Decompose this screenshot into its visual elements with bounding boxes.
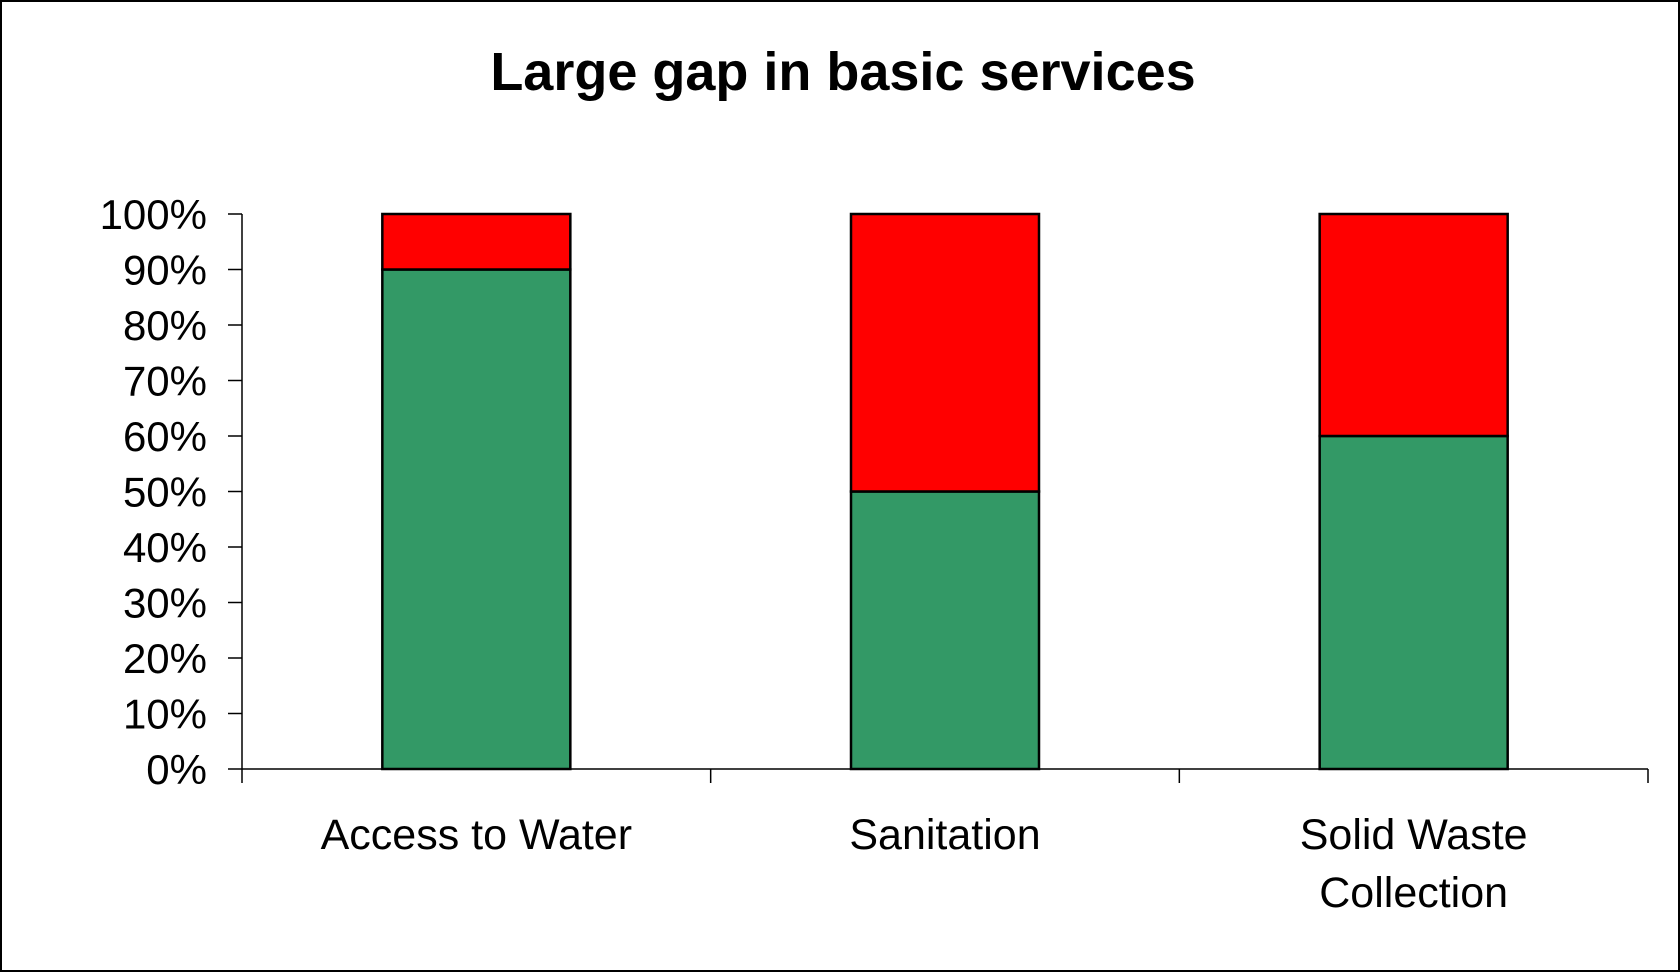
- y-tick-label: 20%: [123, 635, 207, 682]
- y-tick-labels: 0% 10% 20% 30% 40% 50% 60% 70% 80% 90% 100%: [100, 191, 207, 793]
- x-category-label: Collection: [1319, 869, 1508, 917]
- y-tick-label: 70%: [123, 358, 207, 405]
- y-tick-label: 40%: [123, 524, 207, 571]
- bar-segment-series1-cat2: [849, 490, 1041, 771]
- x-category-labels: Access to Water Sanitation Solid Waste Coll…: [321, 811, 1528, 917]
- chart-title: Large gap in basic services: [490, 42, 1195, 102]
- y-tick-label: 80%: [123, 302, 207, 349]
- y-tick-label: 100%: [100, 191, 207, 238]
- y-tick-label: 10%: [123, 691, 207, 738]
- y-tick-label: 90%: [123, 247, 207, 294]
- x-category-label: Solid Waste: [1300, 811, 1528, 859]
- y-tick-label: 30%: [123, 580, 207, 627]
- bar-segment-series2-cat2: [849, 212, 1041, 493]
- bar-segment-series1-cat3: [1318, 434, 1509, 771]
- y-tick-label: 0%: [146, 746, 207, 793]
- bar-segment-series2-cat1: [381, 212, 572, 271]
- axes-group: [228, 213, 1649, 783]
- bars-group: [381, 212, 1509, 771]
- y-tick-label: 60%: [123, 413, 207, 460]
- bar-segment-series2-cat3: [1318, 212, 1509, 438]
- x-category-label: Access to Water: [321, 811, 632, 859]
- bar-segment-series1-cat1: [381, 268, 572, 771]
- y-tick-label: 50%: [123, 469, 207, 516]
- x-category-label: Sanitation: [849, 811, 1040, 859]
